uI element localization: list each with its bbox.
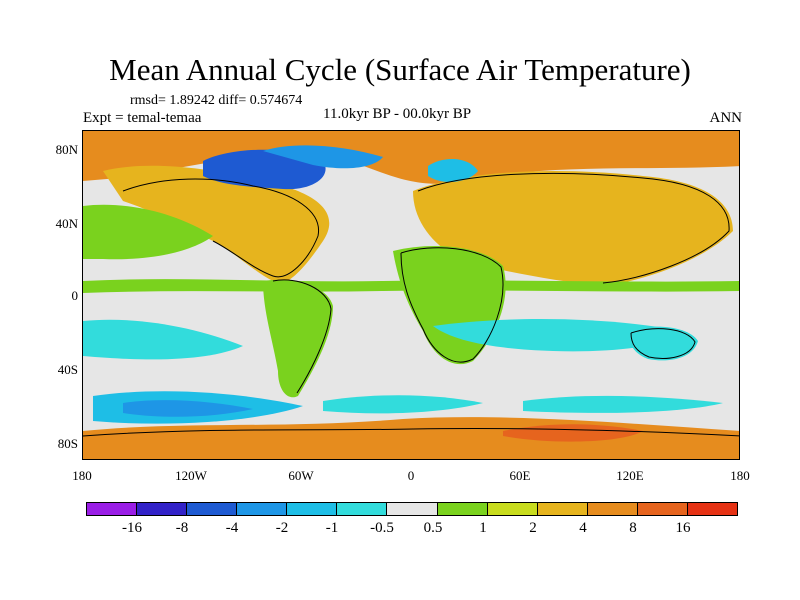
colorbar-label: -0.5: [370, 520, 394, 536]
arctic-cold-band: [263, 145, 383, 169]
tropical-warm-band: [83, 279, 739, 293]
lon-tick-120w: 120W: [175, 468, 207, 483]
colorbar-label: -2: [275, 520, 289, 536]
colorbar-label: -16: [122, 520, 142, 536]
lat-tick-80s: 80S: [57, 436, 78, 451]
colorbar-swatch: [637, 503, 688, 515]
season-label: ANN: [709, 110, 743, 126]
lon-tick-60w: 60W: [288, 468, 314, 483]
south-atlantic-cool: [323, 395, 483, 414]
south-pacific-cool: [83, 319, 243, 360]
lon-tick-180e: 180: [730, 468, 750, 483]
colorbar-label: -8: [175, 520, 189, 536]
colorbar-label: 8: [629, 520, 637, 536]
colorbar-swatch: [437, 503, 488, 515]
temperature-map: [82, 130, 740, 460]
coastline-eurasia: [417, 172, 730, 284]
colorbar: [86, 502, 738, 516]
eurasia-warm: [413, 171, 733, 286]
colorbar-label: 16: [675, 520, 691, 536]
colorbar-label: 2: [529, 520, 537, 536]
indian-ocean-cool: [433, 319, 683, 352]
coastline-antarctica: [83, 427, 739, 437]
map-canvas: [83, 131, 739, 459]
coastlines: [83, 172, 739, 437]
colorbar-label: 1: [479, 520, 487, 536]
lat-tick-40n: 40N: [55, 216, 78, 231]
lon-tick-180w: 180: [72, 468, 92, 483]
colorbar-swatch: [537, 503, 588, 515]
colorbar-label: -4: [225, 520, 239, 536]
colorbar-label: 0.5: [423, 520, 443, 536]
south-indian-cool: [523, 395, 723, 413]
lat-tick-40s: 40S: [57, 362, 78, 377]
scandinavia-cold: [428, 159, 478, 183]
experiment-label: Expt = temal-temaa: [83, 110, 202, 126]
colorbar-swatch: [587, 503, 638, 515]
colorbar-swatch: [187, 503, 238, 515]
colorbar-swatch: [387, 503, 438, 515]
colorbar-swatch: [687, 503, 738, 515]
coastline-australia: [630, 328, 696, 359]
colorbar-swatch: [87, 503, 138, 515]
coastline-north-america: [122, 178, 320, 278]
lon-tick-120e: 120E: [616, 468, 644, 483]
colorbar-swatch: [337, 503, 388, 515]
lat-tick-0: 0: [71, 288, 79, 303]
lon-tick-0: 0: [407, 468, 415, 483]
colorbar-swatch: [287, 503, 338, 515]
colorbar-label: -1: [325, 520, 339, 536]
coastline-south-america: [272, 279, 332, 394]
plot-title: Mean Annual Cycle (Surface Air Temperatu…: [109, 52, 691, 87]
lat-tick-80n: 80N: [55, 142, 78, 157]
colorbar-swatch: [487, 503, 538, 515]
australia-cool: [628, 326, 698, 361]
colorbar-swatch: [237, 503, 288, 515]
north-pacific-warm: [83, 204, 213, 260]
stats-text: rmsd= 1.89242 diff= 0.574674: [130, 93, 303, 108]
southern-ocean-cold: [123, 400, 253, 417]
south-america-warm: [263, 279, 333, 398]
coastline-africa: [400, 247, 504, 363]
colorbar-label: 4: [579, 520, 587, 536]
lon-tick-60e: 60E: [509, 468, 531, 483]
period-label: 11.0kyr BP - 00.0kyr BP: [323, 106, 472, 122]
arctic-warm-band: [83, 131, 739, 184]
colorbar-swatch: [137, 503, 188, 515]
north-america-warm: [103, 165, 330, 284]
